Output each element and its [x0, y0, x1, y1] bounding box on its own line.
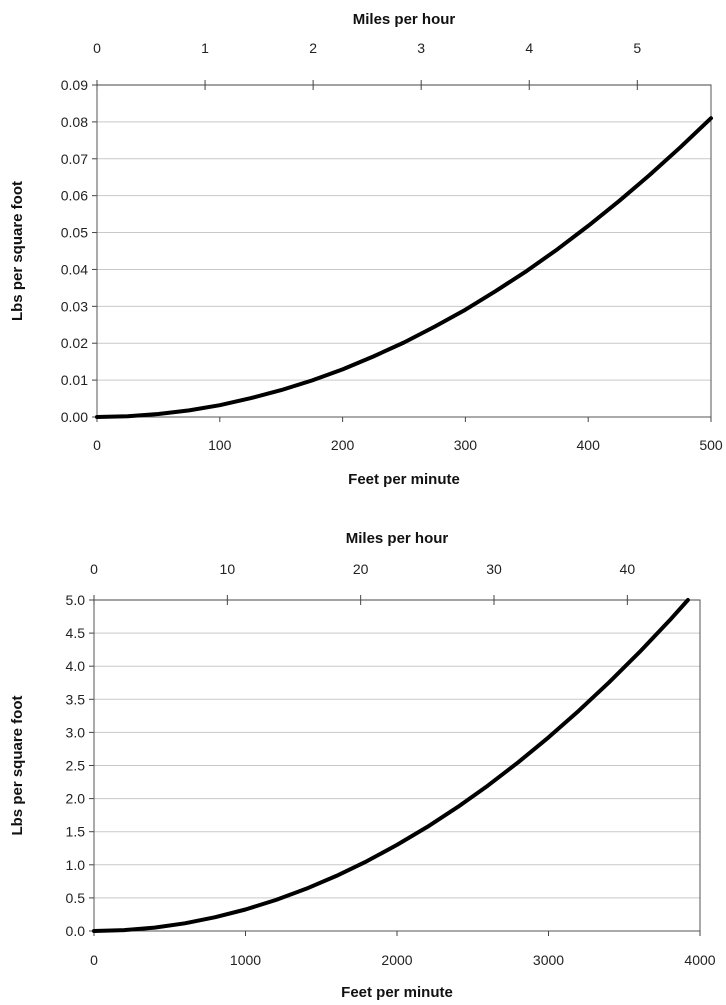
data-point-bottom-17	[607, 680, 611, 684]
x2-tick-label-bottom-2: 20	[353, 561, 369, 577]
x-axis-title-top: Feet per minute	[348, 471, 460, 488]
data-point-top-0	[95, 415, 99, 419]
data-point-bottom-11	[425, 825, 429, 829]
data-point-bottom-1	[122, 928, 126, 932]
data-point-bottom-5	[243, 907, 248, 912]
data-point-bottom-0	[92, 929, 96, 933]
data-point-bottom-8	[334, 874, 338, 878]
x2-tick-label-bottom-0: 0	[90, 561, 98, 577]
x2-tick-label-bottom-1: 10	[220, 561, 236, 577]
x2-tick-label-top-0: 0	[93, 40, 101, 56]
y-tick-label-bottom-2: 1.0	[66, 857, 86, 873]
y-tick-label-bottom-8: 4.0	[66, 658, 86, 674]
data-point-top-7	[310, 378, 314, 383]
data-point-top-17	[617, 199, 621, 203]
data-point-bottom-14	[516, 760, 520, 764]
data-point-top-20	[709, 116, 713, 120]
x2-axis-title-top: Miles per hour	[353, 11, 456, 28]
y-tick-label-top-3: 0.03	[61, 298, 88, 314]
data-point-bottom-10	[395, 843, 399, 847]
series-line-top-0	[95, 116, 713, 419]
x2-tick-label-top-4: 4	[525, 40, 533, 56]
data-point-top-3	[187, 408, 191, 412]
x-tick-label-top-4: 400	[577, 437, 601, 453]
y-tick-label-bottom-1: 0.5	[66, 890, 86, 906]
y-tick-label-bottom-9: 4.5	[66, 625, 86, 641]
data-point-bottom-19	[668, 618, 672, 622]
data-point-bottom-2	[153, 925, 157, 930]
data-point-top-1	[126, 414, 130, 418]
data-point-top-18	[648, 173, 652, 177]
chart-top: 0.00 0.01 0.02 0.03 0.04 0.05 0.06 0.07 0.08 0.09…	[9, 11, 723, 488]
data-point-bottom-15	[546, 735, 551, 739]
y-tick-label-bottom-4: 2.0	[66, 791, 86, 807]
y-axis-title-top: Lbs per square foot	[9, 181, 26, 321]
y-tick-label-bottom-5: 2.5	[66, 758, 86, 774]
chart-bottom: 0.00.51.01.52.02.53.03.54.04.55.00 1000 20…	[9, 530, 716, 1001]
data-point-top-5	[248, 396, 253, 400]
x-tick-label-top-3: 300	[454, 437, 478, 453]
data-point-top-6	[279, 388, 283, 392]
x-tick-label-bottom-2: 2000	[381, 952, 412, 968]
x2-tick-label-top-2: 2	[309, 40, 317, 56]
x2-axis-title-bottom: Miles per hour	[346, 530, 449, 547]
data-point-bottom-4	[213, 915, 217, 919]
y-tick-label-top-8: 0.08	[61, 114, 88, 130]
y-tick-label-top-6: 0.06	[61, 188, 88, 204]
y-tick-label-top-9: 0.09	[61, 77, 88, 93]
data-point-top-16	[586, 224, 590, 228]
data-point-top-19	[678, 145, 682, 149]
data-point-top-12	[463, 308, 467, 312]
data-point-bottom-6	[274, 898, 278, 902]
data-point-bottom-13	[486, 783, 490, 788]
data-point-top-15	[555, 247, 560, 251]
x-tick-label-bottom-3: 3000	[533, 952, 564, 968]
x-tick-label-bottom-1: 1000	[230, 952, 261, 968]
data-point-top-4	[218, 403, 222, 407]
y-tick-label-bottom-6: 3.0	[66, 724, 86, 740]
y-tick-label-top-0: 0.00	[61, 409, 88, 425]
data-point-bottom-16	[577, 709, 581, 713]
y-tick-label-top-2: 0.02	[61, 335, 88, 351]
x-axis-title-bottom: Feet per minute	[341, 984, 453, 1001]
y-tick-label-top-4: 0.04	[61, 261, 88, 277]
y-tick-label-bottom-0: 0.0	[66, 923, 86, 939]
x2-tick-label-top-5: 5	[633, 40, 641, 56]
data-point-top-8	[341, 367, 345, 372]
data-point-top-13	[494, 289, 498, 293]
data-point-top-14	[525, 269, 529, 273]
plot-frame-top	[96, 84, 712, 418]
data-point-bottom-12	[456, 805, 460, 809]
x-tick-label-top-5: 500	[699, 437, 723, 453]
y-tick-label-top-5: 0.05	[61, 225, 88, 241]
x2-tick-label-bottom-3: 30	[486, 561, 502, 577]
y-tick-label-top-1: 0.01	[61, 372, 88, 388]
y-tick-label-bottom-3: 1.5	[66, 824, 86, 840]
x-tick-label-top-1: 100	[208, 437, 232, 453]
x2-tick-label-bottom-4: 40	[620, 561, 636, 577]
x-tick-label-bottom-0: 0	[90, 952, 98, 968]
y-tick-label-bottom-7: 3.5	[66, 691, 86, 707]
data-point-bottom-9	[365, 859, 369, 863]
x-tick-label-top-2: 200	[331, 437, 355, 453]
data-point-bottom-7	[304, 887, 308, 891]
x-tick-label-top-0: 0	[93, 437, 101, 453]
data-point-bottom-18	[637, 650, 642, 654]
plot-area-bottom: 0.00.51.01.52.02.53.03.54.04.55.00 1000 20…	[9, 530, 716, 1001]
x2-tick-label-top-1: 1	[201, 40, 209, 56]
data-point-bottom-20	[686, 598, 690, 602]
plot-area-top: 0.00 0.01 0.02 0.03 0.04 0.05 0.06 0.07 0.08 0.09…	[9, 11, 723, 488]
data-point-top-9	[371, 354, 375, 359]
data-point-top-11	[433, 325, 437, 329]
data-point-bottom-3	[183, 921, 187, 925]
y-tick-label-top-7: 0.07	[61, 151, 88, 167]
data-point-top-2	[156, 412, 160, 416]
x-tick-label-bottom-4: 4000	[684, 952, 715, 968]
y-axis-title-bottom: Lbs per square foot	[9, 695, 26, 835]
data-point-top-10	[402, 340, 406, 345]
y-tick-label-bottom-10: 5.0	[66, 592, 86, 608]
x2-tick-label-top-3: 3	[417, 40, 425, 56]
